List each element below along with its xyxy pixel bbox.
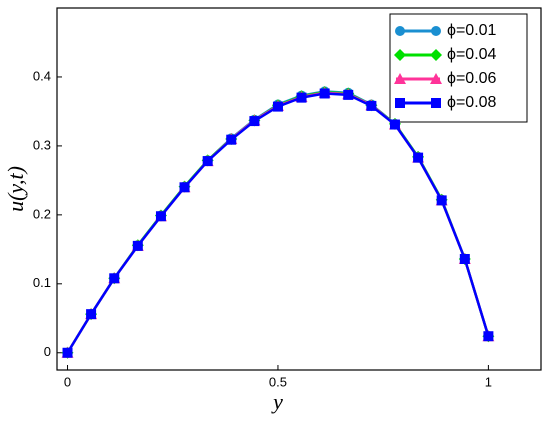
- marker: [395, 26, 405, 36]
- x-tick-label: 0.5: [269, 374, 287, 389]
- series-line: [66, 90, 490, 354]
- legend-label: ϕ=0.01: [447, 22, 497, 39]
- marker: [132, 240, 143, 251]
- marker: [343, 89, 354, 100]
- marker: [249, 116, 260, 127]
- y-tick-label: 0: [44, 344, 51, 359]
- marker: [389, 119, 400, 130]
- marker: [395, 98, 405, 108]
- marker: [431, 26, 441, 36]
- marker: [431, 98, 441, 108]
- marker: [202, 156, 213, 167]
- marker: [413, 152, 424, 163]
- marker: [226, 134, 237, 145]
- marker: [296, 92, 307, 103]
- marker: [179, 182, 190, 193]
- marker: [366, 100, 377, 111]
- marker: [483, 331, 494, 342]
- y-tick-label: 0.4: [33, 68, 51, 83]
- marker: [436, 195, 447, 206]
- marker: [155, 211, 166, 222]
- marker: [86, 309, 97, 320]
- legend-label: ϕ=0.04: [447, 46, 497, 63]
- marker: [319, 88, 330, 99]
- series-line: [66, 90, 490, 354]
- series-line: [66, 92, 490, 354]
- y-axis-label: u(y,t): [3, 166, 28, 212]
- x-axis-label: y: [271, 389, 283, 414]
- legend-label: ϕ=0.06: [447, 70, 497, 87]
- y-tick-label: 0.2: [33, 206, 51, 221]
- marker: [459, 253, 470, 264]
- y-tick-label: 0.1: [33, 275, 51, 290]
- x-tick-label: 0: [64, 374, 71, 389]
- y-tick-label: 0.3: [33, 137, 51, 152]
- marker: [109, 273, 120, 284]
- marker: [430, 73, 442, 84]
- plot-frame: [56, 7, 542, 371]
- marker: [272, 101, 283, 112]
- x-tick-label: 1: [485, 374, 492, 389]
- legend-label: ϕ=0.08: [447, 94, 497, 111]
- marker: [394, 73, 406, 84]
- marker: [430, 49, 442, 61]
- series-line: [66, 91, 490, 354]
- marker: [62, 347, 73, 358]
- marker: [394, 49, 406, 61]
